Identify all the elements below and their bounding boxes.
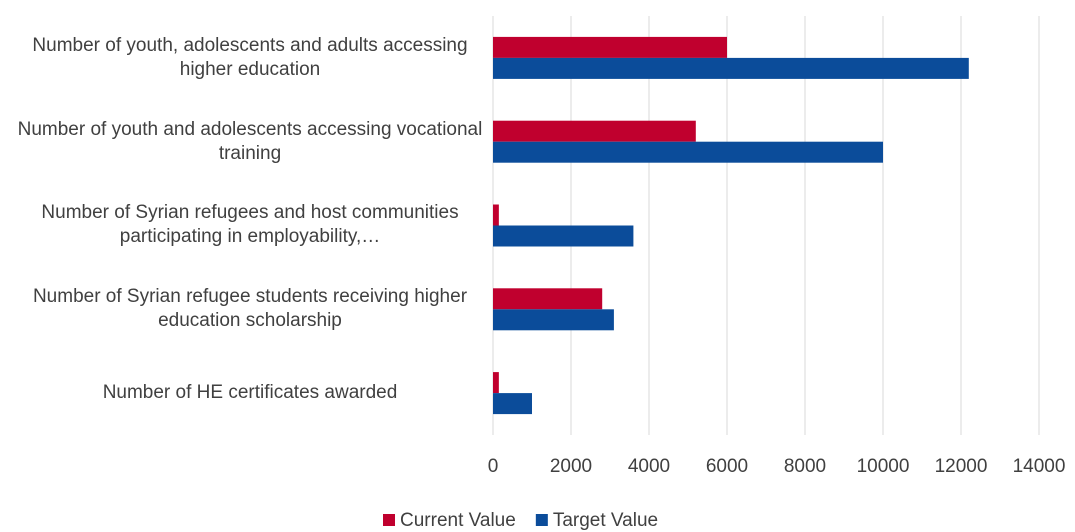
y-tick-label: Number of youth and adolescents accessin… [17, 118, 483, 164]
category-label-box: Number of Syrian refugee students receiv… [32, 286, 468, 332]
legend-label: Target Value [553, 510, 658, 531]
y-tick-label: Number of Syrian refugee students receiv… [32, 286, 468, 332]
legend-swatch [535, 514, 548, 526]
bar [493, 36, 727, 58]
y-tick-label: Number of HE certificates awarded [102, 382, 398, 404]
bar [493, 141, 883, 163]
x-tick-label: 2000 [550, 456, 592, 477]
bar [493, 57, 969, 79]
bar [493, 225, 634, 247]
legend-label: Current Value [400, 510, 516, 531]
bar [493, 393, 532, 415]
legend-swatch [383, 514, 395, 526]
x-tick-label: 14000 [1013, 456, 1066, 477]
bar [493, 309, 614, 331]
x-tick-label: 4000 [628, 456, 670, 477]
category-label-box: Number of HE certificates awarded [102, 382, 398, 404]
bar [493, 120, 696, 142]
bar [493, 288, 603, 310]
x-tick-label: 0 [488, 456, 499, 477]
category-label-box: Number of youth, adolescents and adults … [32, 34, 468, 80]
category-label-box: Number of youth and adolescents accessin… [17, 118, 483, 164]
y-tick-label: Number of Syrian refugees and host commu… [41, 202, 459, 248]
x-tick-label: 6000 [706, 456, 748, 477]
x-tick-label: 12000 [935, 456, 988, 477]
bar [493, 372, 499, 394]
y-tick-label: Number of youth, adolescents and adults … [32, 34, 468, 80]
category-label-box: Number of Syrian refugees and host commu… [41, 202, 459, 248]
x-tick-label: 8000 [784, 456, 826, 477]
bar [493, 204, 499, 226]
x-tick-label: 10000 [857, 456, 910, 477]
